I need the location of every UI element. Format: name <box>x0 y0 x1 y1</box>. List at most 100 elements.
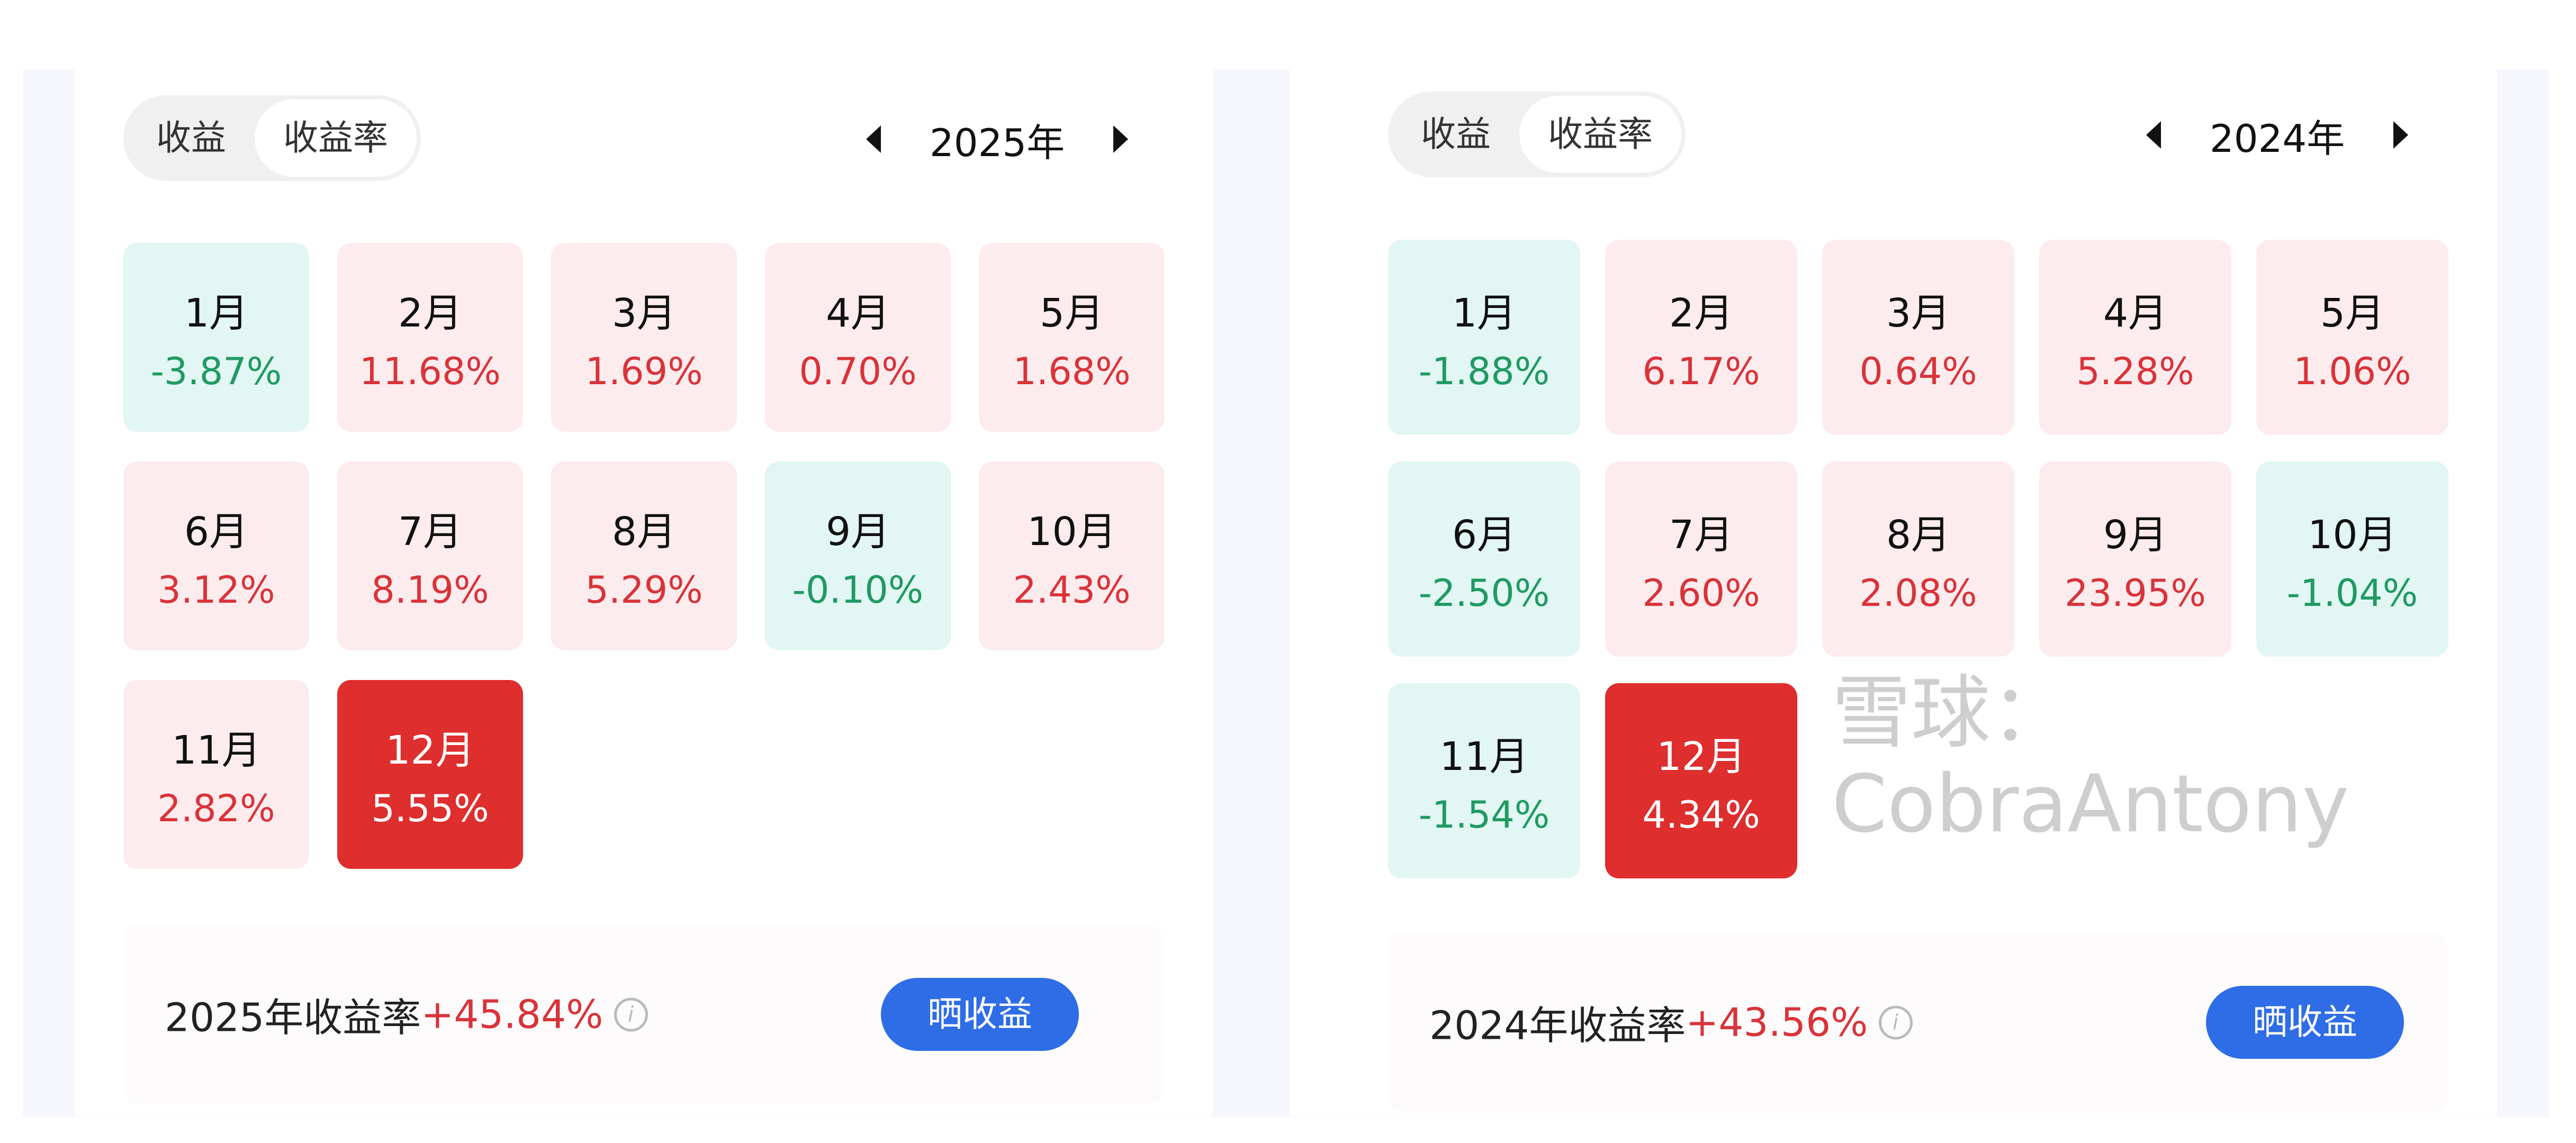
prev-year-arrow-icon[interactable] <box>866 125 881 153</box>
month-label: 4月 <box>2103 291 2168 336</box>
month-tile[interactable]: 7月 8.19% <box>337 461 523 650</box>
annual-return-value: +45.84% <box>421 992 604 1037</box>
month-tile[interactable]: 9月 23.95% <box>2039 461 2231 657</box>
toggle-profit[interactable]: 收益 <box>1421 114 1491 155</box>
month-tile[interactable]: 3月 1.69% <box>551 243 737 432</box>
month-return-value: 2.08% <box>1859 572 1977 615</box>
month-return-value: 1.68% <box>1013 350 1131 393</box>
info-icon[interactable]: i <box>614 997 648 1031</box>
month-return-value: -0.10% <box>792 568 924 612</box>
annual-summary: 2025年收益率 +45.84% i 晒收益 <box>123 924 1163 1104</box>
month-tile[interactable]: 6月 -2.50% <box>1388 461 1580 657</box>
month-tile[interactable]: 2月 6.17% <box>1605 240 1797 435</box>
watermark: 雪球：CobraAntony <box>1832 667 2349 850</box>
month-return-value: 0.70% <box>799 350 917 393</box>
month-tile[interactable]: 6月 3.12% <box>123 461 309 650</box>
month-return-value: 6.17% <box>1642 350 1760 393</box>
month-grid: 1月 -1.88% 2月 6.17% 3月 0.64% 4月 5.28% 5月 1.06% 6月 -2… <box>1388 240 2448 878</box>
month-return-value: 2.43% <box>1013 568 1131 612</box>
month-tile[interactable]: 4月 5.28% <box>2039 240 2231 435</box>
annual-return-text: 2024年收益率 +43.56% i <box>1429 994 1913 1051</box>
month-return-value: 1.69% <box>585 350 703 393</box>
month-tile[interactable]: 12月 4.34% <box>1605 683 1797 878</box>
month-return-value: -1.54% <box>1418 793 1550 837</box>
month-label: 9月 <box>825 509 890 555</box>
month-return-value: -3.87% <box>150 350 282 393</box>
month-return-value: -2.50% <box>1418 572 1550 615</box>
month-return-value: 11.68% <box>359 350 501 393</box>
month-return-value: 1.06% <box>2293 350 2411 393</box>
month-tile[interactable]: 1月 -3.87% <box>123 243 309 432</box>
month-label: 3月 <box>1886 291 1951 336</box>
month-return-value: 2.82% <box>157 787 275 830</box>
next-year-arrow-icon[interactable] <box>1113 125 1129 153</box>
toggle-profit[interactable]: 收益 <box>156 117 226 158</box>
share-returns-button[interactable]: 晒收益 <box>881 978 1079 1051</box>
year-label: 2024年 <box>2210 116 2345 161</box>
month-tile[interactable]: 10月 2.43% <box>979 461 1165 650</box>
month-label: 4月 <box>825 291 890 336</box>
month-return-value: 8.19% <box>371 568 489 612</box>
month-tile[interactable]: 8月 2.08% <box>1822 461 2014 657</box>
info-icon[interactable]: i <box>1878 1005 1913 1039</box>
month-label: 8月 <box>1886 512 1951 558</box>
month-tile[interactable]: 2月 11.68% <box>337 243 523 432</box>
metric-toggle: 收益 收益率 <box>123 95 421 181</box>
month-label: 7月 <box>1669 512 1734 558</box>
month-label: 11月 <box>172 728 261 773</box>
monthly-returns-panel-2025: 收益 收益率 2025年 1月 -3.87% 2月 11.68% 3月 1.69% 4月 0.70%… <box>75 21 1213 1117</box>
month-label: 1月 <box>184 291 249 336</box>
month-tile[interactable]: 11月 2.82% <box>123 680 309 869</box>
toggle-return-rate[interactable]: 收益率 <box>1519 96 1681 173</box>
month-label: 2月 <box>1669 291 1734 336</box>
month-return-value: 23.95% <box>2065 572 2206 615</box>
month-label: 12月 <box>385 728 475 773</box>
month-tile[interactable]: 1月 -1.88% <box>1388 240 1580 435</box>
month-label: 12月 <box>1656 734 1746 779</box>
month-tile[interactable]: 12月 5.55% <box>337 680 523 869</box>
annual-return-text: 2025年收益率 +45.84% i <box>165 986 648 1043</box>
month-return-value: 4.34% <box>1642 793 1760 837</box>
month-return-value: 5.55% <box>371 787 489 830</box>
month-return-value: -1.04% <box>2286 572 2418 615</box>
month-label: 5月 <box>2320 291 2385 336</box>
month-label: 10月 <box>1027 509 1116 555</box>
next-year-arrow-icon[interactable] <box>2393 121 2409 149</box>
month-tile[interactable]: 10月 -1.04% <box>2256 461 2448 657</box>
share-returns-button[interactable]: 晒收益 <box>2206 986 2404 1059</box>
year-navigator: 2025年 <box>866 97 1129 182</box>
year-label: 2025年 <box>930 120 1065 165</box>
month-tile[interactable]: 5月 1.68% <box>979 243 1165 432</box>
prev-year-arrow-icon[interactable] <box>2146 121 2161 149</box>
annual-return-label: 2025年收益率 <box>165 995 421 1041</box>
annual-summary: 2024年收益率 +43.56% i 晒收益 <box>1388 932 2448 1112</box>
monthly-returns-panel-2024: 收益 收益率 2024年 1月 -1.88% 2月 6.17% 3月 0.64% 4月 5.28% 5… <box>1290 21 2497 1117</box>
annual-return-value: +43.56% <box>1686 1000 1868 1045</box>
month-tile[interactable]: 9月 -0.10% <box>765 461 951 650</box>
month-label: 11月 <box>1439 734 1529 779</box>
month-label: 1月 <box>1452 291 1517 336</box>
month-label: 8月 <box>611 509 677 555</box>
month-tile[interactable]: 11月 -1.54% <box>1388 683 1580 878</box>
month-label: 7月 <box>398 509 463 555</box>
month-tile[interactable]: 3月 0.64% <box>1822 240 2014 435</box>
month-tile[interactable]: 4月 0.70% <box>765 243 951 432</box>
month-label: 6月 <box>184 509 249 555</box>
month-return-value: 3.12% <box>157 568 275 612</box>
toggle-return-rate[interactable]: 收益率 <box>255 99 417 177</box>
month-label: 6月 <box>1452 512 1517 558</box>
month-label: 5月 <box>1039 291 1104 336</box>
month-return-value: 5.28% <box>2076 350 2194 393</box>
month-tile[interactable]: 5月 1.06% <box>2256 240 2448 435</box>
month-label: 10月 <box>2308 512 2397 558</box>
month-return-value: 0.64% <box>1859 350 1977 393</box>
month-return-value: -1.88% <box>1418 350 1550 393</box>
month-return-value: 5.29% <box>585 568 703 612</box>
annual-return-label: 2024年收益率 <box>1429 1003 1686 1049</box>
metric-toggle: 收益 收益率 <box>1388 92 1686 177</box>
month-return-value: 2.60% <box>1642 572 1760 615</box>
month-label: 9月 <box>2103 512 2168 558</box>
month-tile[interactable]: 7月 2.60% <box>1605 461 1797 657</box>
month-tile[interactable]: 8月 5.29% <box>551 461 737 650</box>
month-label: 3月 <box>611 291 677 336</box>
